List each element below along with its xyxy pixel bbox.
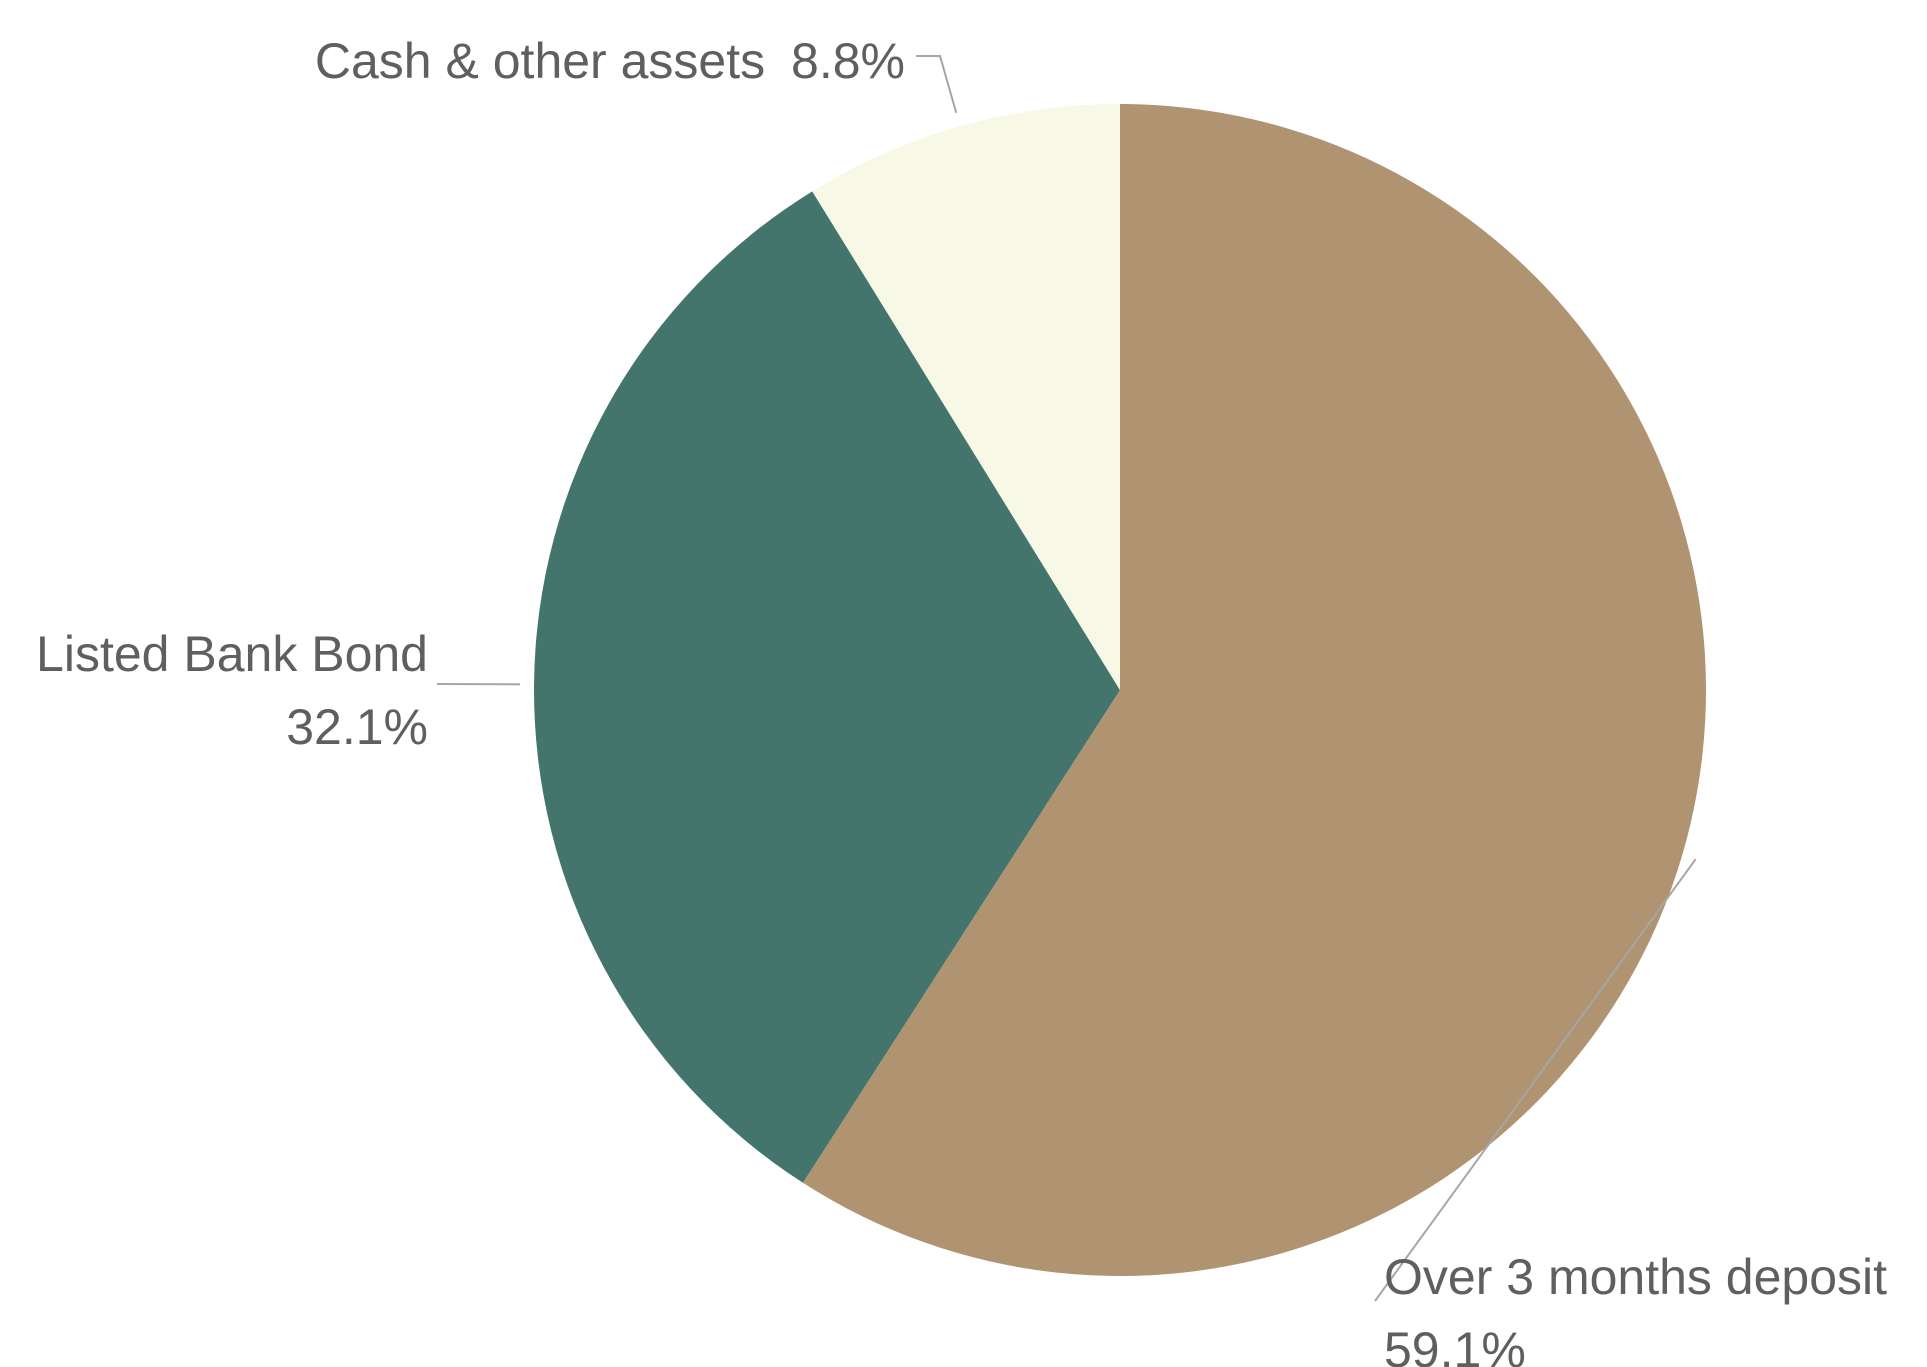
leader-lines [436,55,1697,1302]
leader-line-cash-other-assets [916,55,958,114]
slice-value-over-3-months-deposit: 59.1% [1384,1322,1526,1367]
pie-slice-cash-other-assets [812,104,1120,690]
leader-line-over-3-months-deposit [1374,858,1697,1302]
slice-name-cash: Cash & other assets [315,33,765,89]
slice-label-cash: Cash & other assets 8.8% [315,33,905,89]
pie-slice-over-3-months-deposit [802,104,1706,1276]
slice-name-over-3-months-deposit: Over 3 months deposit [1384,1249,1887,1305]
pie-slice-listed-bank-bond [534,191,1120,1183]
slice-value-cash: 8.8% [791,33,905,89]
pie-slices [534,104,1706,1276]
slice-name-listed-bank-bond: Listed Bank Bond [36,626,428,682]
slice-value-listed-bank-bond: 32.1% [286,699,428,755]
